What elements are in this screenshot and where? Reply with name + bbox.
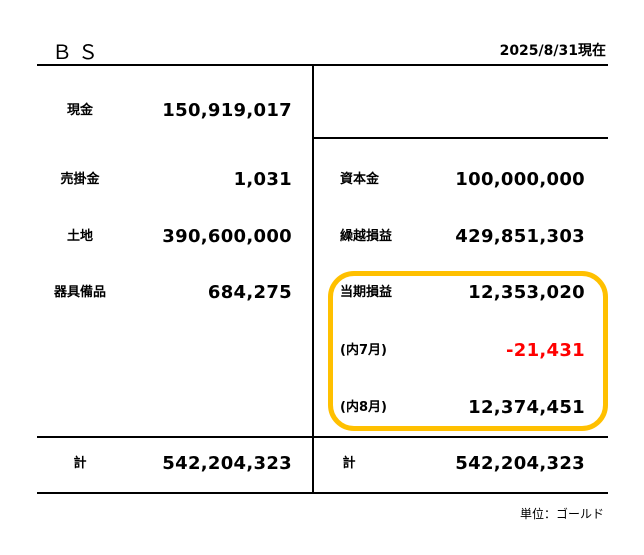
asset-label: 売掛金: [60, 172, 100, 187]
asset-label: 土地: [66, 229, 93, 244]
total-label-left: 計: [73, 456, 87, 471]
total-value-right: 542,204,323: [455, 453, 585, 474]
equity-label: (内8月): [340, 400, 387, 415]
equity-value: 12,374,451: [468, 397, 585, 418]
equity-label: 当期損益: [340, 285, 393, 300]
highlight-box: [328, 271, 608, 431]
total-value-left: 542,204,323: [162, 453, 292, 474]
unit-note: 単位：ゴールド: [519, 507, 604, 521]
as-of-date: 2025/8/31現在: [499, 43, 606, 59]
asset-value: 150,919,017: [162, 100, 292, 121]
equity-value: 12,353,020: [468, 282, 585, 303]
total-rule: [37, 436, 608, 438]
top-rule: [37, 64, 608, 66]
total-label-right: 計: [342, 456, 356, 471]
equity-label: 繰越損益: [340, 229, 393, 244]
right-top-rule: [312, 137, 608, 139]
center-divider: [312, 64, 314, 494]
asset-value: 684,275: [207, 282, 292, 303]
equity-value-negative: -21,431: [505, 340, 585, 361]
asset-label: 現金: [66, 103, 93, 118]
equity-label: 資本金: [340, 172, 380, 187]
sheet-title: ＢＳ: [52, 40, 104, 64]
asset-label: 器具備品: [53, 285, 106, 300]
equity-label: (内7月): [340, 343, 387, 358]
asset-value: 390,600,000: [162, 226, 292, 247]
asset-value: 1,031: [233, 169, 292, 190]
equity-value: 100,000,000: [455, 169, 585, 190]
bottom-rule: [37, 492, 608, 494]
equity-value: 429,851,303: [455, 226, 585, 247]
